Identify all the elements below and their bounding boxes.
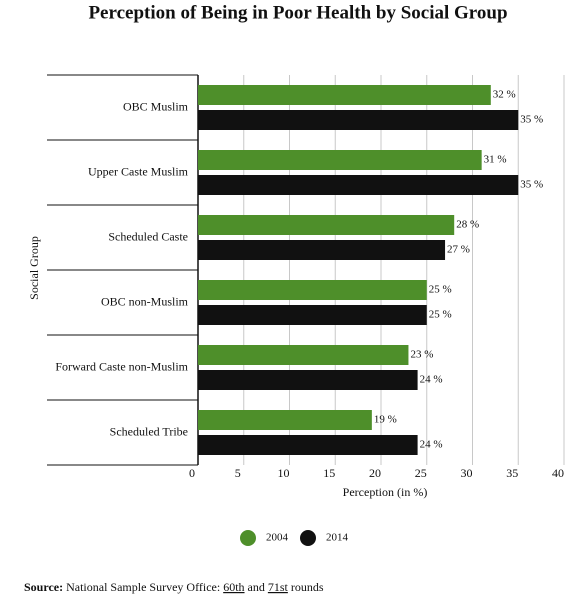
- bar: [198, 150, 482, 170]
- x-tick-label: 0: [189, 466, 195, 480]
- source-text: National Sample Survey Office:: [63, 580, 223, 594]
- bar: [198, 240, 446, 260]
- x-tick-label: 30: [461, 466, 473, 480]
- bar: [198, 110, 519, 130]
- y-tick-label: OBC non-Muslim: [101, 294, 189, 308]
- source-link[interactable]: 71st: [268, 580, 289, 594]
- legend-marker: [240, 530, 256, 546]
- y-tick-label: Scheduled Tribe: [110, 424, 188, 438]
- bar: [198, 305, 427, 325]
- value-label: 25 %: [429, 309, 452, 321]
- legend-marker: [300, 530, 316, 546]
- y-tick-label: Upper Caste Muslim: [88, 164, 189, 178]
- y-tick-label: Forward Caste non-Muslim: [55, 359, 188, 373]
- x-tick-label: 35: [506, 466, 518, 480]
- legend-label: 2004: [266, 532, 289, 544]
- value-label: 35 %: [520, 114, 543, 126]
- value-label: 25 %: [429, 284, 452, 296]
- source-text: rounds: [288, 580, 324, 594]
- bar: [198, 175, 519, 195]
- x-tick-label: 25: [415, 466, 427, 480]
- bar: [198, 85, 491, 105]
- y-axis-title: Social Group: [27, 236, 41, 300]
- source-link[interactable]: 60th: [223, 580, 244, 594]
- value-label: 35 %: [520, 179, 543, 191]
- bar: [198, 435, 418, 455]
- value-label: 19 %: [374, 414, 397, 426]
- bar: [198, 370, 418, 390]
- source-text: and: [245, 580, 268, 594]
- value-label: 28 %: [456, 219, 479, 231]
- x-tick-label: 15: [323, 466, 335, 480]
- chart-title: Perception of Being in Poor Health by So…: [88, 2, 507, 23]
- y-tick-label: Scheduled Caste: [108, 229, 188, 243]
- bar: [198, 215, 455, 235]
- x-tick-label: 5: [235, 466, 241, 480]
- value-label: 32 %: [493, 89, 516, 101]
- value-label: 31 %: [484, 154, 507, 166]
- value-label: 24 %: [420, 374, 443, 386]
- bar: [198, 280, 427, 300]
- legend-label: 2014: [326, 532, 349, 544]
- value-label: 23 %: [410, 349, 433, 361]
- bar: [198, 410, 372, 430]
- y-tick-label: OBC Muslim: [123, 99, 189, 113]
- value-label: 27 %: [447, 244, 470, 256]
- source: Source: National Sample Survey Office: 6…: [24, 580, 324, 594]
- x-tick-label: 10: [278, 466, 290, 480]
- x-tick-label: 20: [369, 466, 381, 480]
- x-tick-label: 40: [552, 466, 564, 480]
- value-label: 24 %: [420, 439, 443, 451]
- source-label: Source:: [24, 580, 63, 594]
- bar: [198, 345, 409, 365]
- x-axis-title: Perception (in %): [343, 485, 428, 499]
